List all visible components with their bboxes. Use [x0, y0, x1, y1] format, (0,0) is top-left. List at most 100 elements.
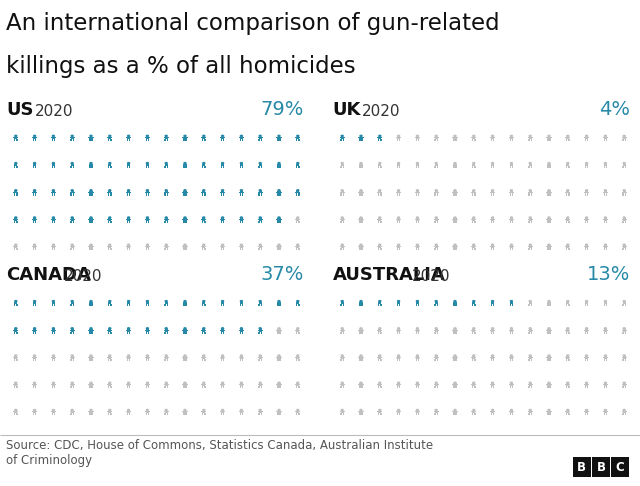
Bar — [204, 139, 205, 141]
Bar — [474, 193, 476, 196]
Circle shape — [472, 327, 476, 330]
Bar — [108, 304, 109, 307]
Bar — [296, 413, 298, 416]
Bar — [529, 221, 530, 223]
Circle shape — [491, 327, 494, 330]
Bar — [604, 248, 605, 250]
Bar — [240, 245, 243, 248]
Bar — [436, 166, 438, 169]
Bar — [221, 359, 222, 361]
Bar — [606, 413, 607, 416]
Bar — [456, 331, 457, 334]
Circle shape — [14, 216, 17, 219]
Bar — [90, 383, 93, 386]
Bar — [88, 384, 93, 385]
Bar — [566, 383, 570, 386]
Circle shape — [239, 327, 243, 330]
Circle shape — [415, 382, 419, 384]
Circle shape — [566, 327, 570, 330]
Bar — [380, 166, 381, 169]
Bar — [204, 386, 205, 388]
Bar — [340, 384, 345, 385]
Bar — [52, 164, 55, 166]
Bar — [240, 356, 243, 359]
Bar — [529, 411, 532, 413]
Bar — [129, 331, 131, 334]
Bar — [547, 302, 550, 304]
Bar — [472, 191, 476, 193]
Circle shape — [604, 162, 607, 164]
Bar — [474, 304, 476, 307]
Bar — [296, 191, 300, 193]
Bar — [587, 248, 588, 250]
Bar — [529, 166, 530, 169]
Bar — [531, 359, 532, 361]
Bar — [435, 218, 438, 221]
Circle shape — [435, 162, 438, 164]
Bar — [490, 357, 495, 358]
Bar — [568, 331, 570, 334]
Bar — [280, 359, 281, 361]
Bar — [54, 221, 55, 223]
Circle shape — [623, 162, 626, 164]
Bar — [529, 245, 532, 248]
Bar — [33, 413, 34, 416]
Bar — [547, 357, 552, 358]
Circle shape — [340, 327, 344, 330]
Circle shape — [296, 300, 300, 302]
Circle shape — [127, 135, 131, 137]
Bar — [73, 248, 74, 250]
Circle shape — [472, 243, 476, 246]
Circle shape — [491, 243, 494, 246]
Bar — [378, 139, 380, 141]
Bar — [52, 302, 55, 304]
Circle shape — [585, 162, 588, 164]
Bar — [474, 221, 476, 223]
Bar — [604, 191, 607, 193]
Bar — [435, 248, 436, 250]
Circle shape — [340, 409, 344, 411]
Bar — [399, 386, 401, 388]
Bar — [277, 139, 278, 141]
Circle shape — [472, 409, 476, 411]
Bar — [340, 383, 344, 386]
Bar — [436, 139, 438, 141]
Bar — [452, 384, 458, 385]
Bar — [52, 331, 53, 334]
Bar — [92, 304, 93, 307]
Bar — [110, 193, 111, 196]
Circle shape — [183, 327, 187, 330]
Bar — [340, 304, 342, 307]
Bar — [550, 139, 551, 141]
Bar — [146, 383, 149, 386]
Bar — [493, 221, 494, 223]
Bar — [221, 193, 222, 196]
Circle shape — [108, 409, 111, 411]
Bar — [52, 383, 55, 386]
Bar — [531, 304, 532, 307]
Bar — [90, 245, 93, 248]
Circle shape — [146, 327, 149, 330]
Bar — [166, 193, 168, 196]
Bar — [491, 359, 492, 361]
Circle shape — [202, 243, 205, 246]
Text: 2020: 2020 — [35, 104, 74, 119]
Bar — [296, 164, 300, 166]
Circle shape — [397, 409, 401, 411]
Bar — [378, 221, 380, 223]
Bar — [585, 166, 586, 169]
Bar — [92, 386, 93, 388]
Circle shape — [296, 162, 300, 164]
Bar — [472, 221, 474, 223]
Bar — [340, 331, 342, 334]
Bar — [186, 304, 187, 307]
Bar — [129, 304, 131, 307]
Bar — [550, 193, 551, 196]
Circle shape — [127, 327, 131, 330]
Bar — [623, 413, 624, 416]
Bar — [183, 359, 184, 361]
Bar — [452, 246, 458, 247]
Bar — [14, 383, 17, 386]
Bar — [54, 248, 55, 250]
Bar — [397, 191, 400, 193]
